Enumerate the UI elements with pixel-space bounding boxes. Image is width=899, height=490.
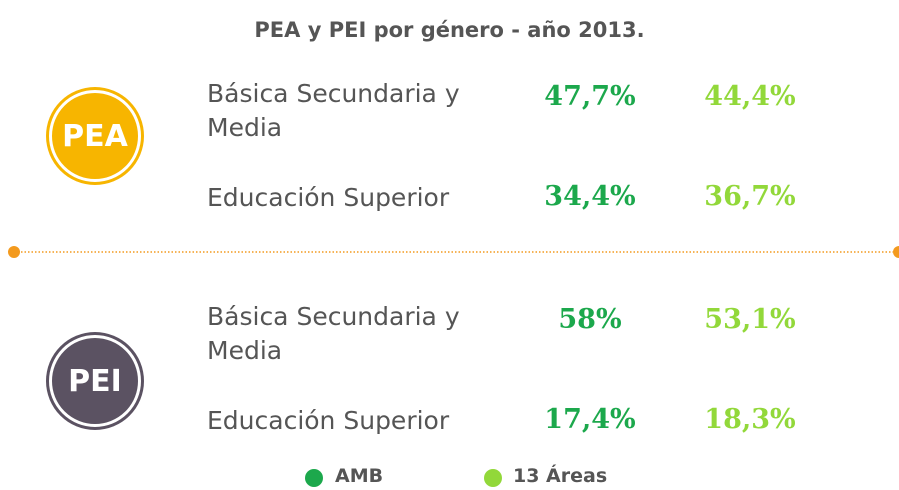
percentage: 44,4% — [704, 81, 796, 112]
row-label: Educación Superior — [207, 183, 450, 212]
title: PEA y PEI por género - año 2013. — [254, 18, 645, 42]
group-badge: PEA — [49, 90, 141, 182]
percentage: 36,7% — [704, 181, 796, 212]
percentage: 47,7% — [544, 81, 636, 112]
percentage: 17,4% — [544, 404, 636, 435]
percentage: 18,3% — [704, 404, 796, 435]
legend-dot — [305, 469, 323, 487]
percentage: 58% — [558, 304, 622, 335]
legend-label: 13 Áreas — [513, 465, 608, 487]
legend-label: AMB — [335, 465, 384, 487]
divider — [8, 246, 899, 258]
row-label: Básica Secundaria y Media — [207, 79, 460, 142]
row-label: Básica Secundaria y Media — [207, 302, 460, 365]
percentage: 34,4% — [544, 181, 636, 212]
group-badge: PEI — [49, 335, 141, 427]
percentage: 53,1% — [704, 304, 796, 335]
row-label: Educación Superior — [207, 406, 450, 435]
legend-dot — [484, 469, 502, 487]
